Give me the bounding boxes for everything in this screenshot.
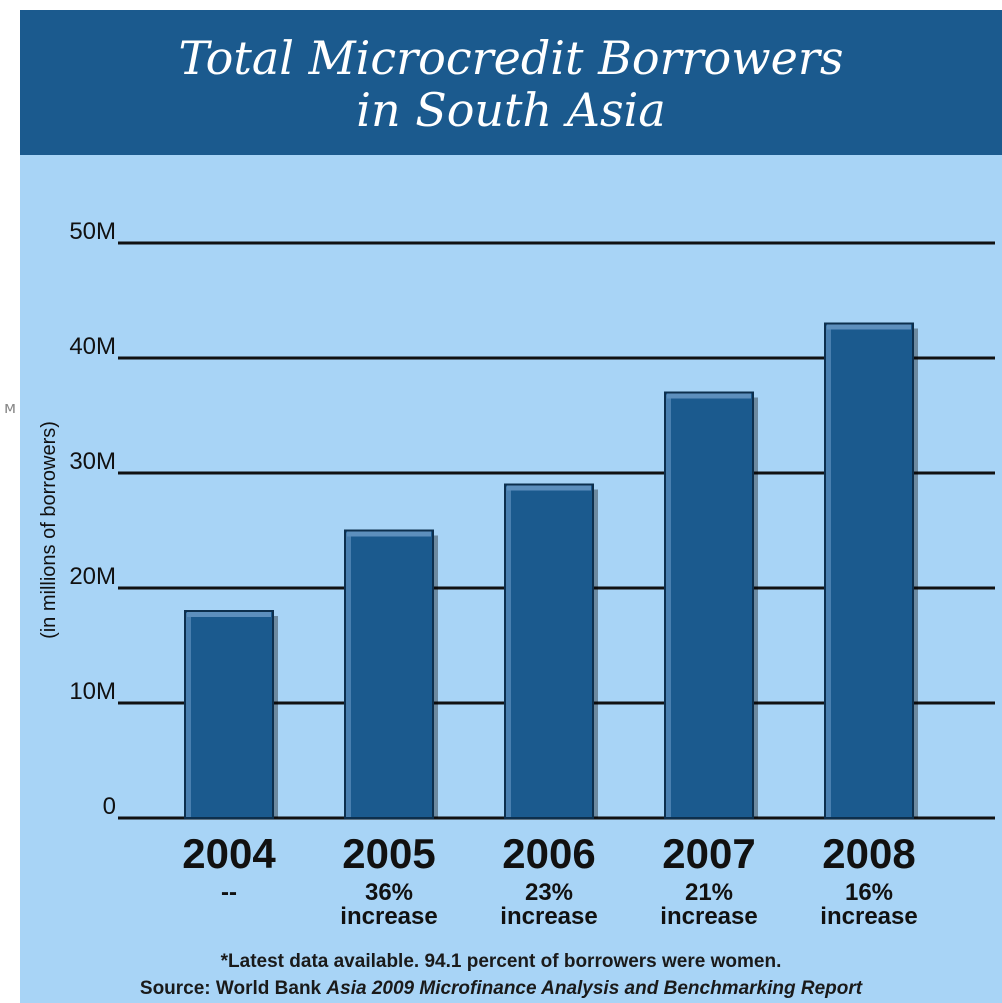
bar — [664, 391, 754, 819]
x-sublabel: -- — [221, 879, 237, 906]
x-sublabel: 23% — [525, 879, 573, 906]
title-line-2: in South Asia — [356, 83, 666, 137]
bar-edge — [346, 532, 351, 817]
footnote: *Latest data available. 94.1 percent of … — [220, 951, 782, 972]
bar — [184, 610, 274, 819]
source-prefix: Source: World Bank — [139, 978, 322, 999]
bar-highlight — [827, 324, 911, 330]
labels: 0 10M 20M 30M 40M 50M (in millions of borrower… — [38, 218, 918, 930]
bar-edge — [826, 325, 831, 817]
bar — [504, 483, 594, 819]
source-title: Asia 2009 Microfinance Analysis and Benc… — [326, 978, 863, 999]
stray-mark: м — [4, 398, 17, 417]
x-category-label: 2005 — [342, 830, 435, 877]
x-sublabel: increase — [660, 903, 757, 930]
bars — [184, 322, 918, 819]
title-banner: Total Microcredit Borrowers in South Asi… — [20, 10, 1002, 155]
bar-highlight — [667, 393, 751, 399]
bar-edge — [186, 613, 191, 817]
title-line-1: Total Microcredit Borrowers — [178, 31, 844, 85]
x-sublabel: increase — [340, 903, 437, 930]
y-tick-label: 10M — [69, 678, 116, 705]
bar-edge — [666, 394, 671, 817]
bar — [344, 529, 434, 819]
x-category-label: 2008 — [822, 830, 915, 877]
x-category-label: 2004 — [182, 830, 276, 877]
y-tick-label: 0 — [103, 793, 116, 820]
x-sublabel: 36% — [365, 879, 413, 906]
x-sublabel: 16% — [845, 879, 893, 906]
source-line: Source: World Bank Asia 2009 Microfinanc… — [0, 978, 1002, 1000]
y-tick-label: 40M — [69, 333, 116, 360]
chart-title: Total Microcredit Borrowers in South Asi… — [20, 32, 1002, 136]
y-tick-label: 50M — [69, 218, 116, 245]
bar-highlight — [187, 612, 271, 617]
x-sublabel: 21% — [685, 879, 733, 906]
x-sublabel: increase — [820, 903, 917, 930]
x-category-label: 2007 — [662, 830, 755, 877]
y-tick-label: 20M — [69, 563, 116, 590]
y-axis-title: (in millions of borrowers) — [38, 421, 60, 639]
y-tick-label: 30M — [69, 448, 116, 475]
x-sublabel: increase — [500, 903, 597, 930]
bar-edge — [506, 486, 511, 817]
bar-highlight — [347, 531, 431, 537]
bar-highlight — [507, 485, 591, 491]
bar — [824, 322, 914, 819]
x-category-label: 2006 — [502, 830, 595, 877]
